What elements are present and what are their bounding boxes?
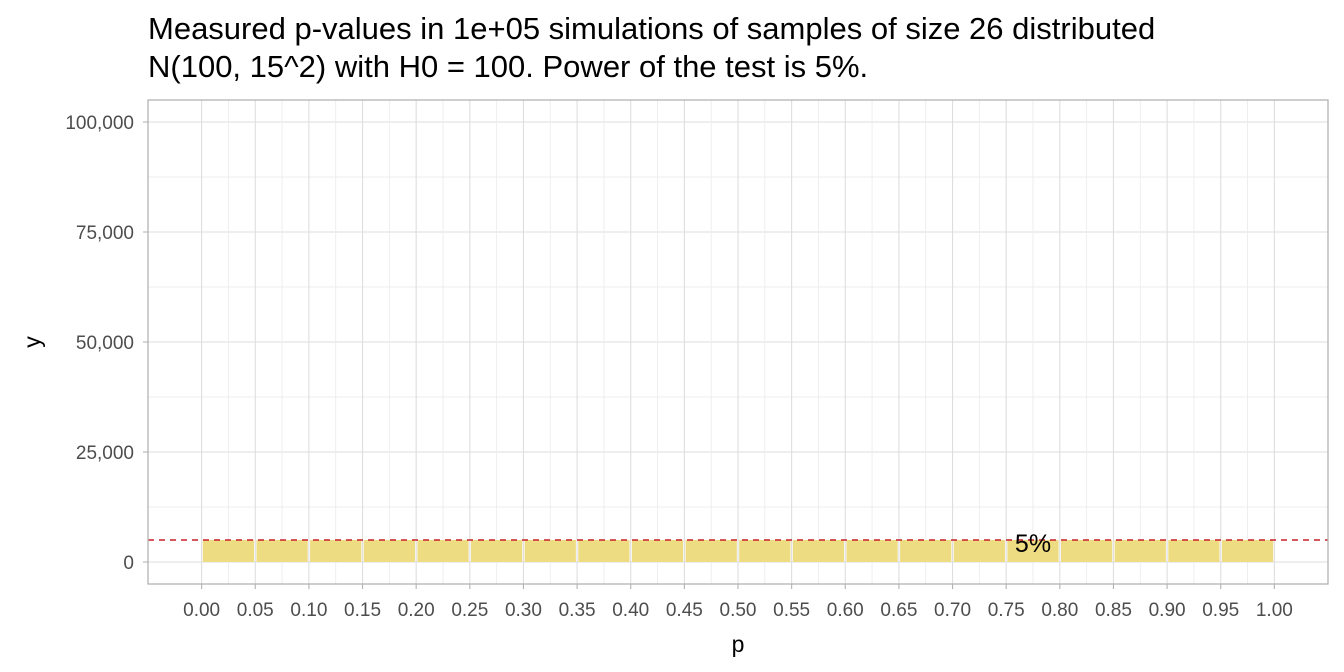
x-axis-title: p <box>732 631 745 657</box>
histogram-bar <box>631 540 684 562</box>
histogram-bar <box>846 540 898 562</box>
x-tick-label: 0.85 <box>1095 600 1132 621</box>
x-tick-label: 0.05 <box>237 600 274 621</box>
histogram-bar <box>202 540 255 562</box>
x-tick-label: 0.20 <box>398 600 435 621</box>
x-tick-label: 0.45 <box>666 600 703 621</box>
chart-title: Measured p-values in 1e+05 simulations o… <box>148 10 1328 86</box>
histogram-bar <box>417 540 469 562</box>
x-tick-label: 0.30 <box>505 600 542 621</box>
histogram-bar <box>310 540 362 562</box>
histogram-bar <box>1221 540 1274 562</box>
y-axis-ticks: 0 25,000 50,000 75,000 100,000 <box>65 113 148 574</box>
y-axis-title: y <box>19 336 45 348</box>
x-tick-label: 0.75 <box>988 600 1025 621</box>
x-tick-label: 0.00 <box>183 600 220 621</box>
histogram-bar <box>685 540 737 562</box>
x-tick-label: 0.25 <box>451 600 488 621</box>
grid-lines <box>148 100 1328 584</box>
y-tick-label: 0 <box>123 553 134 574</box>
chart-title-line-1: Measured p-values in 1e+05 simulations o… <box>148 11 1156 46</box>
histogram-bar <box>792 540 845 562</box>
histogram-bar <box>900 540 952 562</box>
histogram-bar <box>953 540 1005 562</box>
histogram-bar <box>524 540 576 562</box>
y-tick-label: 100,000 <box>65 113 134 134</box>
histogram-bar <box>1168 540 1220 562</box>
chart-title-line-2: N(100, 15^2) with H0 = 100. Power of the… <box>148 49 869 84</box>
x-tick-label: 1.00 <box>1256 600 1293 621</box>
power-annotation: 5% <box>1015 530 1051 558</box>
x-tick-label: 0.80 <box>1041 600 1078 621</box>
y-tick-label: 25,000 <box>76 443 134 464</box>
x-tick-label: 0.90 <box>1149 600 1186 621</box>
y-tick-label: 50,000 <box>76 333 134 354</box>
histogram-bar <box>471 540 523 562</box>
x-tick-label: 0.40 <box>612 600 649 621</box>
x-tick-label: 0.15 <box>344 600 381 621</box>
x-tick-label: 0.70 <box>934 600 971 621</box>
histogram-bar <box>739 540 791 562</box>
histogram-bar <box>1114 540 1166 562</box>
x-tick-label: 0.60 <box>827 600 864 621</box>
histogram-bar <box>1061 540 1113 562</box>
x-tick-label: 0.65 <box>880 600 917 621</box>
histogram-bar <box>256 540 308 562</box>
histogram-bar <box>363 540 415 562</box>
histogram-bar <box>1007 540 1059 562</box>
x-axis-ticks: 0.00 0.05 0.10 0.15 0.20 0.25 0.30 0.35 0.40 0.45… <box>183 584 1293 621</box>
x-tick-label: 0.10 <box>290 600 327 621</box>
x-tick-label: 0.50 <box>720 600 757 621</box>
x-tick-label: 0.55 <box>773 600 810 621</box>
y-tick-label: 75,000 <box>76 223 134 244</box>
x-tick-label: 0.95 <box>1202 600 1239 621</box>
histogram-bars <box>202 540 1274 562</box>
x-tick-label: 0.35 <box>559 600 596 621</box>
histogram-bar <box>578 540 630 562</box>
